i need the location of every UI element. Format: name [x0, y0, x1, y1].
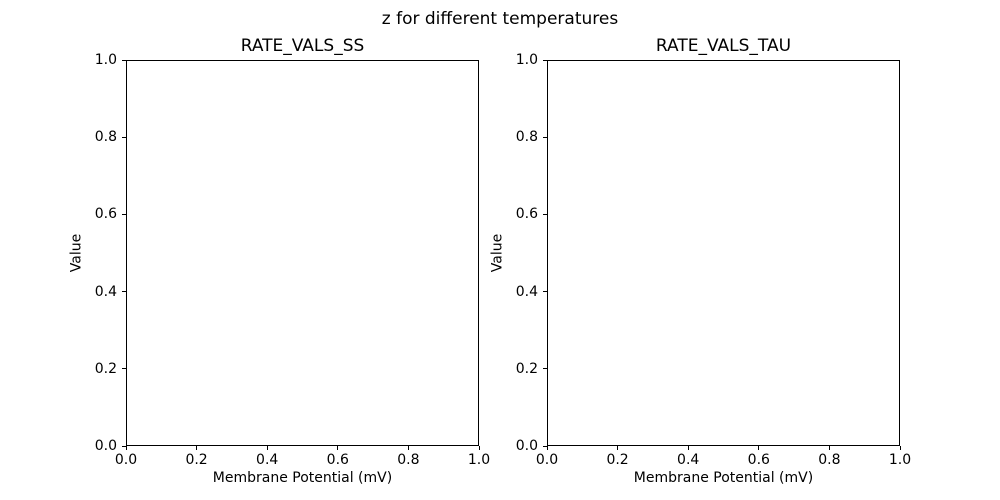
y-tick-mark: [543, 368, 547, 370]
x-tick-label: 0.2: [185, 452, 208, 468]
x-tick-mark: [478, 446, 480, 450]
y-tick-label: 0.8: [515, 129, 538, 146]
x-tick-mark: [337, 446, 339, 450]
x-tick-mark: [125, 446, 127, 450]
x-tick-mark: [266, 446, 268, 450]
y-tick-label: 0.0: [515, 438, 538, 454]
figure-suptitle: z for different temperatures: [381, 9, 619, 29]
x-tick-label: 1.0: [467, 452, 491, 468]
x-tick-label: 1.0: [888, 452, 912, 468]
y-tick-label: 0.2: [94, 360, 117, 377]
y-axis-label: Value: [68, 233, 85, 273]
x-tick-mark: [758, 446, 760, 450]
x-tick-mark: [687, 446, 689, 450]
y-tick-mark: [122, 136, 126, 138]
x-tick-label: 0.4: [677, 452, 700, 468]
y-tick-mark: [543, 445, 547, 447]
y-tick-label: 0.0: [94, 438, 117, 454]
x-tick-mark: [899, 446, 901, 450]
y-tick-label: 0.8: [94, 129, 117, 146]
x-tick-label: 0.6: [747, 452, 770, 468]
x-tick-mark: [407, 446, 409, 450]
y-tick-label: 1.0: [515, 52, 538, 68]
y-tick-label: 0.6: [515, 206, 538, 223]
plot-area: [547, 60, 900, 446]
x-axis-label: Membrane Potential (mV): [212, 470, 393, 486]
y-tick-label: 1.0: [94, 52, 117, 68]
x-tick-label: 0.6: [326, 452, 349, 468]
x-tick-label: 0.4: [256, 452, 279, 468]
subplot-rate-vals-tau: RATE_VALS_TAU Membrane Potential (mV) Va…: [490, 36, 912, 486]
x-tick-mark: [617, 446, 619, 450]
y-tick-mark: [122, 445, 126, 447]
plot-area: [126, 60, 479, 446]
axes-title: RATE_VALS_SS: [240, 36, 365, 56]
y-tick-mark: [122, 291, 126, 293]
x-tick-label: 0.8: [397, 452, 420, 468]
x-tick-mark: [196, 446, 198, 450]
x-axis-label: Membrane Potential (mV): [633, 470, 814, 486]
y-tick-mark: [122, 59, 126, 61]
x-tick-label: 0.0: [114, 452, 138, 468]
x-tick-label: 0.0: [535, 452, 559, 468]
y-tick-label: 0.4: [515, 283, 538, 300]
y-tick-mark: [122, 213, 126, 215]
x-tick-mark: [546, 446, 548, 450]
x-tick-mark: [828, 446, 830, 450]
y-axis-label: Value: [489, 233, 506, 273]
subplot-rate-vals-ss: RATE_VALS_SS Membrane Potential (mV) Val…: [69, 36, 491, 486]
y-tick-mark: [543, 136, 547, 138]
y-tick-label: 0.2: [515, 360, 538, 377]
y-tick-label: 0.6: [94, 206, 117, 223]
x-tick-label: 0.2: [606, 452, 629, 468]
axes-title: RATE_VALS_TAU: [655, 36, 792, 56]
y-tick-mark: [543, 213, 547, 215]
x-tick-label: 0.8: [818, 452, 841, 468]
y-tick-mark: [122, 368, 126, 370]
y-tick-label: 0.4: [94, 283, 117, 300]
y-tick-mark: [543, 59, 547, 61]
y-tick-mark: [543, 291, 547, 293]
